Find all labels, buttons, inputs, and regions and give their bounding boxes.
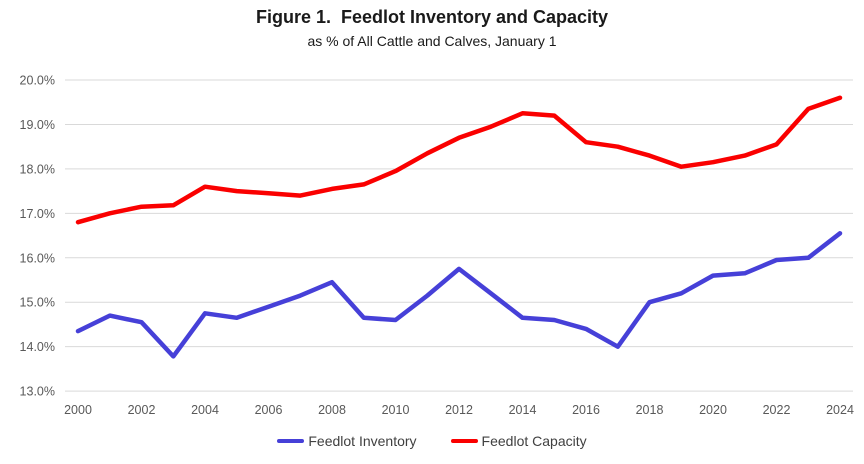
- x-tick-label: 2012: [445, 403, 473, 417]
- x-tick-label: 2020: [699, 403, 727, 417]
- x-tick-label: 2006: [255, 403, 283, 417]
- y-tick-label: 17.0%: [20, 207, 55, 221]
- inventory-line-swatch-icon: [277, 438, 305, 444]
- x-tick-label: 2014: [509, 403, 537, 417]
- y-tick-label: 18.0%: [20, 162, 55, 176]
- x-tick-label: 2004: [191, 403, 219, 417]
- x-tick-label: 2002: [128, 403, 156, 417]
- y-tick-label: 16.0%: [20, 251, 55, 265]
- chart-title: Figure 1. Feedlot Inventory and Capacity: [255, 7, 609, 27]
- x-tick-label: 2010: [382, 403, 410, 417]
- y-tick-label: 15.0%: [20, 296, 55, 310]
- capacity-line-swatch-icon: [450, 438, 478, 444]
- legend-label-feedlot-inventory: Feedlot Inventory: [308, 433, 417, 449]
- x-tick-label: 2022: [763, 403, 791, 417]
- x-tick-label: 2016: [572, 403, 600, 417]
- legend: Feedlot Inventory Feedlot Capacity: [0, 433, 864, 449]
- y-tick-label: 19.0%: [20, 118, 55, 132]
- chart-subtitle: as % of All Cattle and Calves, January 1: [307, 33, 557, 49]
- x-tick-label: 2000: [64, 403, 92, 417]
- y-tick-label: 13.0%: [20, 385, 55, 399]
- legend-item-feedlot-inventory: Feedlot Inventory: [277, 433, 417, 449]
- x-tick-label: 2008: [318, 403, 346, 417]
- x-tick-label: 2018: [636, 403, 664, 417]
- y-tick-label: 20.0%: [20, 74, 55, 88]
- feedlot-inventory-line: [75, 231, 843, 359]
- feedlot-capacity-line: [75, 95, 843, 225]
- x-tick-label: 2024: [826, 403, 854, 417]
- legend-label-feedlot-capacity: Feedlot Capacity: [481, 433, 587, 449]
- legend-item-feedlot-capacity: Feedlot Capacity: [450, 433, 587, 449]
- y-tick-label: 14.0%: [20, 340, 55, 354]
